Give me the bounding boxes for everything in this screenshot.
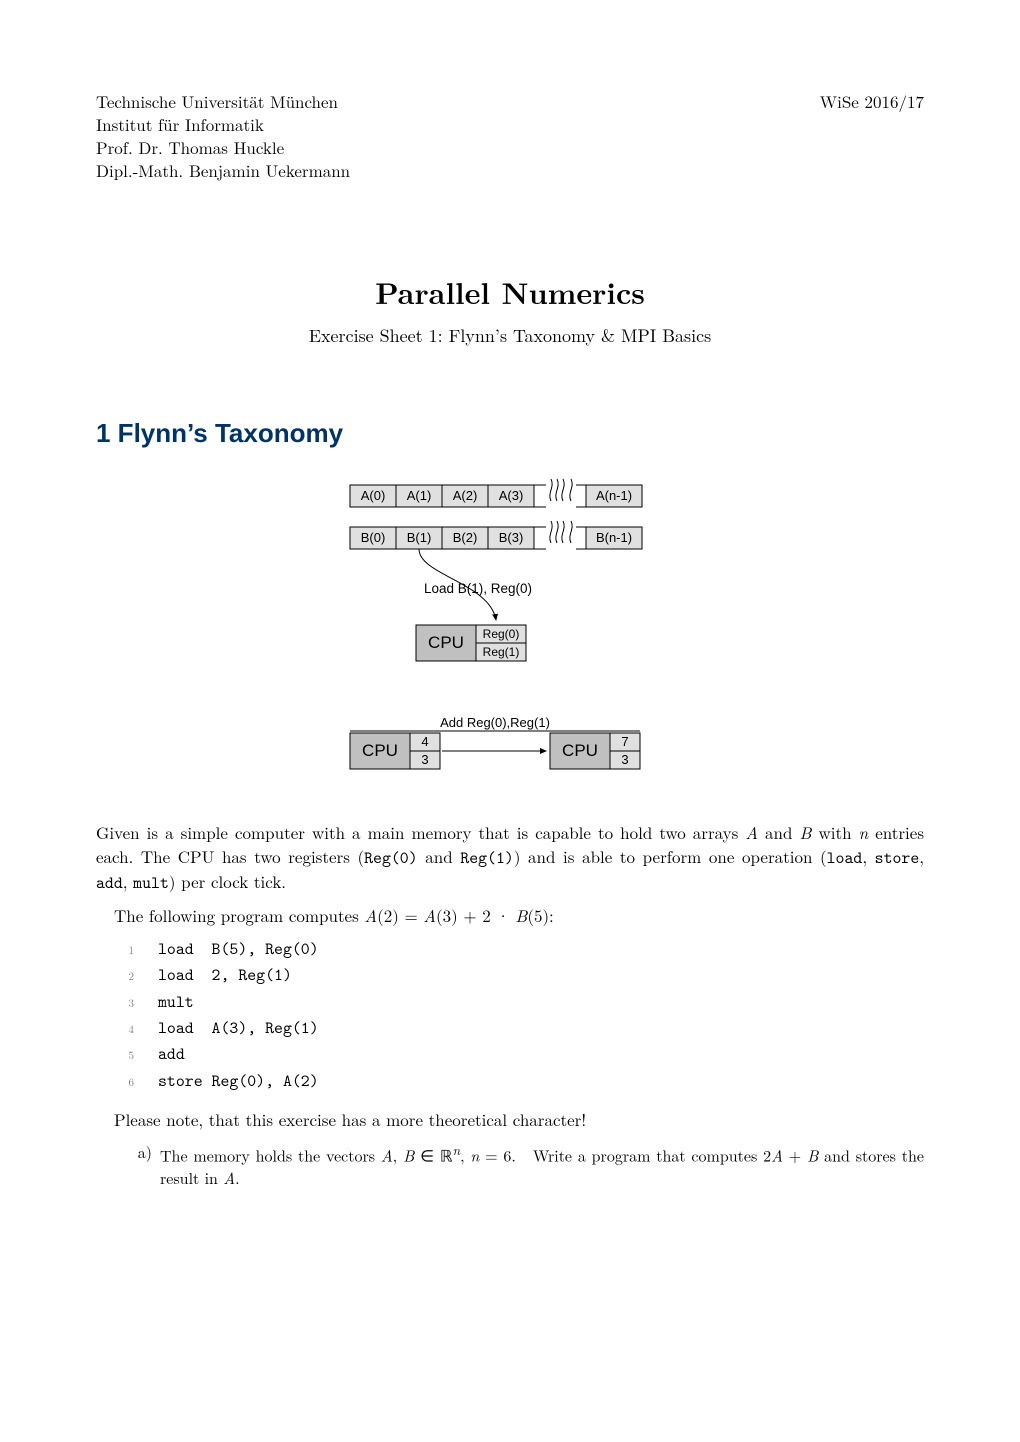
page-header: Technische Universität München Institut …: [96, 90, 924, 182]
array-b-last: B(n-1): [596, 530, 632, 545]
code-lineno: 4: [96, 1015, 134, 1041]
header-left-line: Prof. Dr. Thomas Huckle: [96, 136, 350, 159]
array-a-cell: A(0): [361, 488, 386, 503]
header-left-line: Technische Universität München: [96, 90, 350, 113]
code-line: 3mult: [96, 989, 924, 1015]
cpu-top: CPU Reg(0) Reg(1): [416, 625, 526, 661]
code-lineno: 5: [96, 1041, 134, 1067]
cpu-label: CPU: [428, 633, 464, 652]
code-lineno: 1: [96, 936, 134, 962]
code-lineno: 2: [96, 962, 134, 988]
load-arrow: Load B(1), Reg(0): [419, 549, 532, 620]
reg-label: Reg(0): [483, 627, 520, 641]
code-lineno: 3: [96, 989, 134, 1015]
diagram-container: A(0) A(1) A(2) A(3) A(n-1): [96, 475, 924, 795]
code-text: add: [134, 1041, 185, 1067]
array-b-cell: B(2): [453, 530, 478, 545]
page-title: Parallel Numerics: [96, 270, 924, 313]
array-b-row: B(0) B(1) B(2) B(3) B(n-1): [350, 521, 642, 549]
page-subtitle: Exercise Sheet 1: Flynn’s Taxonomy & MPI…: [96, 323, 924, 348]
code-line: 2load 2, Reg(1): [96, 962, 924, 988]
para-2: The following program computes A(2) = A(…: [96, 904, 924, 928]
code-text: store Reg(0), A(2): [134, 1068, 319, 1094]
array-a-cell: A(1): [407, 488, 432, 503]
cpu-left-bot: 3: [421, 752, 428, 767]
header-right: WiSe 2016/17: [820, 90, 924, 113]
note-paragraph: Please note, that this exercise has a mo…: [96, 1108, 924, 1132]
array-a-cell: A(2): [453, 488, 478, 503]
array-b-cell: B(1): [407, 530, 432, 545]
cpu-right-top: 7: [621, 734, 628, 749]
page: Technische Universität München Institut …: [0, 0, 1020, 1442]
item-a-label: a): [96, 1140, 160, 1189]
section-heading: 1 Flynn’s Taxonomy: [96, 418, 924, 449]
code-text: load B(5), Reg(0): [134, 936, 319, 962]
reg-label: Reg(1): [483, 645, 520, 659]
code-line: 6store Reg(0), A(2): [96, 1068, 924, 1094]
code-text: load A(3), Reg(1): [134, 1015, 319, 1041]
code-block: 1load B(5), Reg(0) 2load 2, Reg(1) 3mult…: [96, 936, 924, 1094]
header-left: Technische Universität München Institut …: [96, 90, 350, 182]
array-a-cell: A(3): [499, 488, 524, 503]
code-line: 1load B(5), Reg(0): [96, 936, 924, 962]
flynn-diagram: A(0) A(1) A(2) A(3) A(n-1): [300, 475, 720, 795]
item-a-body: The memory holds the vectors A, B ∈ ℝn, …: [160, 1140, 924, 1189]
cpu-right-label: CPU: [562, 741, 598, 760]
para-1: Given is a simple computer with a main m…: [96, 821, 924, 896]
array-b-cell: B(3): [499, 530, 524, 545]
load-label: Load B(1), Reg(0): [424, 581, 532, 596]
code-line: 4load A(3), Reg(1): [96, 1015, 924, 1041]
array-b-cell: B(0): [361, 530, 386, 545]
code-line: 5add: [96, 1041, 924, 1067]
array-a-last: A(n-1): [596, 488, 632, 503]
cpu-left-top: 4: [421, 734, 428, 749]
cpu-right-bot: 3: [621, 752, 628, 767]
add-label: Add Reg(0),Reg(1): [440, 715, 550, 730]
code-text: mult: [134, 989, 194, 1015]
code-lineno: 6: [96, 1068, 134, 1094]
add-row: Add Reg(0),Reg(1) CPU 4 3 CPU 7 3: [350, 715, 640, 769]
para-2-prefix: The following program computes: [114, 903, 364, 927]
item-a: a) The memory holds the vectors A, B ∈ ℝ…: [96, 1140, 924, 1189]
array-a-row: A(0) A(1) A(2) A(3) A(n-1): [350, 479, 642, 507]
code-text: load 2, Reg(1): [134, 962, 292, 988]
header-left-line: Dipl.-Math. Benjamin Uekermann: [96, 159, 350, 182]
cpu-left-label: CPU: [362, 741, 398, 760]
header-left-line: Institut für Informatik: [96, 113, 350, 136]
